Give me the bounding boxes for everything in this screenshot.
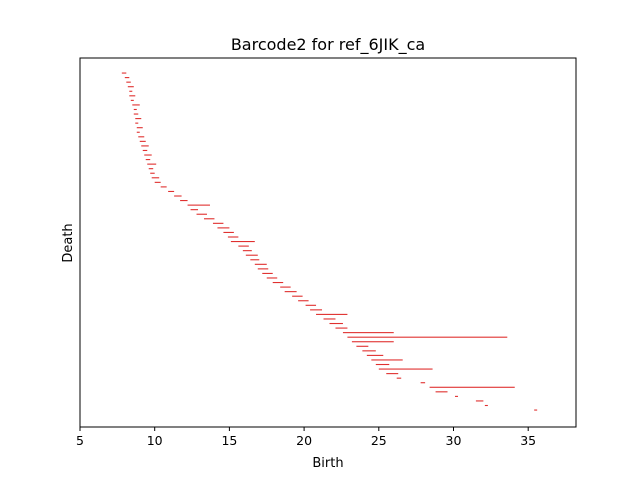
barcode-bar [454,395,458,397]
barcode-bar [329,322,343,325]
barcode-bar [168,190,175,193]
barcode-bar [132,104,140,106]
barcode-bar [227,236,239,238]
barcode-bar [371,359,403,361]
x-tick-label: 35 [520,433,536,448]
barcode-bar [254,263,267,265]
barcode-bar [133,113,139,115]
x-axis-ticks: 5 10 15 20 25 30 35 [76,427,536,448]
barcode-bar [475,400,484,402]
barcode-bar [130,99,134,101]
barcode-bar [316,313,348,315]
barcode-bar [136,127,143,129]
barcode-bar [238,245,249,247]
barcode-bar [386,373,399,375]
barcode-bar [429,386,515,388]
barcode-bar [484,404,488,407]
barcode-bar [335,327,348,329]
barcode-bar [534,409,538,411]
barcode-bar [204,218,215,220]
barcode-bar [396,377,402,379]
barcode-bar [217,227,230,229]
barcode-bar [292,295,303,297]
barcode-bar [126,81,131,83]
barcode-bar [250,259,260,261]
barcode-bar [129,95,136,97]
x-tick-label: 20 [296,433,312,448]
barcode-bar [144,154,152,156]
x-axis-label: Birth [312,456,343,471]
barcode-bar [154,181,161,183]
barcode-bar [435,391,448,393]
barcode-bar [347,336,508,338]
barcode-bar [160,186,167,188]
barcode-bar [351,341,394,343]
barcode-bar [136,131,140,133]
barcode-bar [342,332,394,334]
barcode-bar [375,363,390,366]
barcode-bar [145,159,151,161]
barcode-bar [129,90,133,92]
barcode-bar [142,149,148,152]
barcode-bar [310,309,323,311]
barcode-bar [257,268,269,270]
barcode-bar [223,231,234,233]
barcode-bar [127,86,134,88]
barcode-bar [133,108,137,111]
barcode-bar [124,77,130,79]
barcode-bar [121,72,127,74]
barcode-bar [230,241,255,243]
barcode-bar [174,195,182,197]
chart-title: Barcode2 for ref_6JIK_ca [231,35,425,55]
barcode-bar [151,177,160,179]
x-tick-label: 25 [371,433,387,448]
barcode-bar [148,168,154,170]
barcode-bar [356,345,369,347]
barcode-bar [180,200,188,202]
barcode-bar [190,209,199,211]
plot-frame [79,57,577,428]
barcode-bar [266,277,278,279]
x-tick-label: 5 [76,433,84,448]
barcode-bar [139,140,146,142]
barcode-bar [187,204,210,206]
barcode-bar [147,163,157,165]
barcode-bar [272,281,284,284]
barcode-bar [298,300,309,302]
y-axis-label: Death [61,223,76,262]
barcode-bar [135,122,139,124]
bars-group [121,72,538,411]
barcode-bar [362,350,376,352]
barcode-bar [366,354,384,356]
barcode-bar [138,136,145,138]
barcode-bar [135,118,142,120]
barcode-bar [150,172,155,174]
x-tick-label: 10 [147,433,163,448]
barcode-bar [280,286,291,288]
barcode-bar [196,213,207,215]
x-tick-label: 30 [446,433,462,448]
barcode-bar [378,368,433,370]
barcode-bar [420,382,426,384]
barcode-bar [242,250,252,252]
barcode-bar [284,291,297,293]
barcode-bar [323,318,336,320]
barcode-bar [305,304,317,306]
barcode-bar [141,145,149,147]
barcode-bar [245,254,258,256]
x-tick-label: 15 [221,433,237,448]
barcode-bar [212,222,224,224]
barcode-bar [262,272,273,274]
